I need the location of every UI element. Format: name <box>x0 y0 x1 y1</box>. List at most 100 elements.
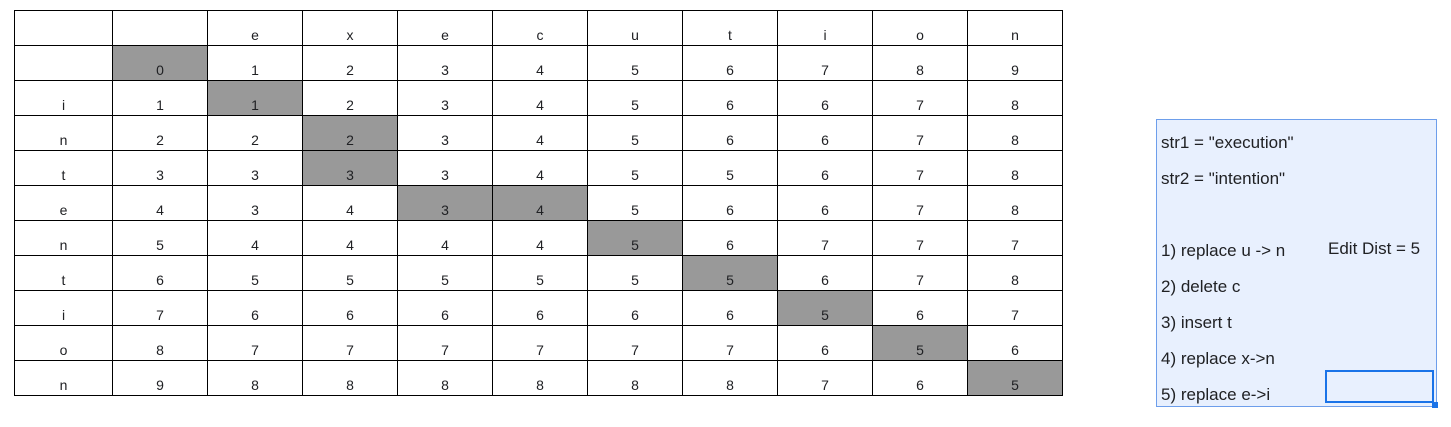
table-cell[interactable]: 4 <box>397 220 493 256</box>
table-cell[interactable]: 3 <box>397 115 493 151</box>
table-cell[interactable]: 5 <box>587 115 683 151</box>
table-cell[interactable]: 6 <box>397 290 493 326</box>
table-cell[interactable]: 7 <box>872 150 968 186</box>
table-cell[interactable]: 6 <box>682 45 778 81</box>
table-cell[interactable]: 6 <box>777 185 873 221</box>
table-cell[interactable]: 8 <box>207 360 303 396</box>
table-cell[interactable]: 5 <box>967 360 1063 396</box>
table-cell[interactable]: 2 <box>302 80 398 116</box>
table-cell[interactable]: 8 <box>112 325 208 361</box>
table-cell[interactable]: 5 <box>112 220 208 256</box>
table-cell[interactable]: 7 <box>112 290 208 326</box>
table-cell[interactable]: 4 <box>492 115 588 151</box>
table-cell[interactable]: 7 <box>872 220 968 256</box>
row-label-cell[interactable] <box>14 45 113 81</box>
table-cell[interactable]: 9 <box>112 360 208 396</box>
row-label-cell[interactable]: n <box>14 115 113 151</box>
table-cell[interactable]: 2 <box>112 115 208 151</box>
table-cell[interactable]: 8 <box>967 185 1063 221</box>
table-cell[interactable]: 6 <box>112 255 208 291</box>
table-cell[interactable]: 6 <box>872 360 968 396</box>
table-cell[interactable]: 7 <box>302 325 398 361</box>
table-cell[interactable]: 3 <box>397 150 493 186</box>
table-cell[interactable]: 4 <box>492 45 588 81</box>
table-cell[interactable]: 7 <box>872 80 968 116</box>
table-cell[interactable]: 2 <box>302 45 398 81</box>
table-cell[interactable]: 8 <box>682 360 778 396</box>
header-cell[interactable] <box>112 10 208 46</box>
header-cell[interactable]: o <box>872 10 968 46</box>
table-cell[interactable]: 6 <box>777 255 873 291</box>
table-cell[interactable]: 4 <box>492 220 588 256</box>
table-cell[interactable]: 3 <box>397 45 493 81</box>
row-label-cell[interactable]: i <box>14 80 113 116</box>
header-cell[interactable]: x <box>302 10 398 46</box>
table-cell[interactable]: 6 <box>682 80 778 116</box>
table-cell[interactable]: 6 <box>777 115 873 151</box>
table-cell[interactable]: 3 <box>112 150 208 186</box>
table-cell[interactable]: 5 <box>587 150 683 186</box>
table-cell[interactable]: 5 <box>587 185 683 221</box>
header-cell[interactable]: u <box>587 10 683 46</box>
table-cell[interactable]: 0 <box>112 45 208 81</box>
table-cell[interactable]: 4 <box>492 185 588 221</box>
table-cell[interactable]: 8 <box>302 360 398 396</box>
header-cell[interactable]: i <box>777 10 873 46</box>
table-cell[interactable]: 5 <box>492 255 588 291</box>
table-cell[interactable]: 6 <box>777 80 873 116</box>
table-cell[interactable]: 7 <box>207 325 303 361</box>
table-cell[interactable]: 5 <box>302 255 398 291</box>
row-label-cell[interactable]: n <box>14 360 113 396</box>
table-cell[interactable]: 9 <box>967 45 1063 81</box>
header-cell[interactable]: c <box>492 10 588 46</box>
table-cell[interactable]: 3 <box>302 150 398 186</box>
table-cell[interactable]: 6 <box>777 150 873 186</box>
table-cell[interactable]: 1 <box>112 80 208 116</box>
table-cell[interactable]: 7 <box>777 220 873 256</box>
row-label-cell[interactable]: i <box>14 290 113 326</box>
table-cell[interactable]: 4 <box>207 220 303 256</box>
table-cell[interactable]: 6 <box>967 325 1063 361</box>
row-label-cell[interactable]: t <box>14 150 113 186</box>
table-cell[interactable]: 5 <box>872 325 968 361</box>
table-cell[interactable]: 8 <box>967 150 1063 186</box>
table-cell[interactable]: 3 <box>207 150 303 186</box>
table-cell[interactable]: 5 <box>587 220 683 256</box>
table-cell[interactable]: 6 <box>682 220 778 256</box>
header-cell[interactable]: e <box>397 10 493 46</box>
table-cell[interactable]: 5 <box>587 45 683 81</box>
table-cell[interactable]: 8 <box>492 360 588 396</box>
table-cell[interactable]: 6 <box>302 290 398 326</box>
table-cell[interactable]: 5 <box>777 290 873 326</box>
selected-cell[interactable] <box>1325 370 1434 403</box>
table-cell[interactable]: 7 <box>587 325 683 361</box>
table-cell[interactable]: 5 <box>682 255 778 291</box>
fill-handle[interactable] <box>1432 402 1438 408</box>
table-cell[interactable]: 6 <box>492 290 588 326</box>
table-cell[interactable]: 7 <box>682 325 778 361</box>
table-cell[interactable]: 7 <box>777 45 873 81</box>
table-cell[interactable]: 8 <box>397 360 493 396</box>
row-label-cell[interactable]: n <box>14 220 113 256</box>
header-cell[interactable]: n <box>967 10 1063 46</box>
table-cell[interactable]: 8 <box>872 45 968 81</box>
table-cell[interactable]: 7 <box>397 325 493 361</box>
table-cell[interactable]: 4 <box>492 150 588 186</box>
table-cell[interactable]: 8 <box>967 255 1063 291</box>
table-cell[interactable]: 8 <box>587 360 683 396</box>
table-cell[interactable]: 7 <box>967 290 1063 326</box>
table-cell[interactable]: 8 <box>967 80 1063 116</box>
header-cell[interactable]: t <box>682 10 778 46</box>
table-cell[interactable]: 7 <box>872 185 968 221</box>
table-cell[interactable]: 7 <box>872 255 968 291</box>
table-cell[interactable]: 3 <box>207 185 303 221</box>
header-cell[interactable] <box>14 10 113 46</box>
table-cell[interactable]: 2 <box>302 115 398 151</box>
table-cell[interactable]: 3 <box>397 80 493 116</box>
table-cell[interactable]: 6 <box>207 290 303 326</box>
table-cell[interactable]: 6 <box>777 325 873 361</box>
table-cell[interactable]: 3 <box>397 185 493 221</box>
table-cell[interactable]: 7 <box>967 220 1063 256</box>
table-cell[interactable]: 4 <box>112 185 208 221</box>
table-cell[interactable]: 4 <box>302 220 398 256</box>
